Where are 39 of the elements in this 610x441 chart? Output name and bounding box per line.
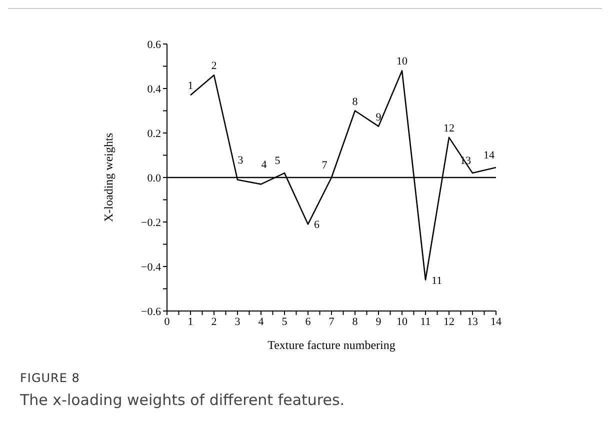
annotation: 14 [484, 149, 495, 162]
annotation: 4 [261, 159, 268, 172]
x-tick-label: 7 [328, 316, 335, 328]
annotation: 9 [376, 111, 382, 124]
text: The x-loading weights of different features. [20, 391, 346, 409]
y-tick-label: −0.2 [141, 216, 161, 229]
x-tick-label: 13 [467, 316, 478, 328]
y-tick-label: 0.0 [147, 172, 162, 184]
x-axis-title: Texture facture numbering [268, 338, 396, 352]
x-tick-label: 3 [234, 316, 241, 328]
annotation: 6 [314, 219, 320, 232]
x-tick-label: 2 [211, 316, 217, 328]
annotation: 1 [188, 80, 194, 92]
annotation: 2 [211, 60, 217, 72]
annotation: 7 [322, 160, 328, 172]
annotation: 12 [444, 122, 454, 134]
annotation: 11 [432, 274, 442, 287]
annotation: 3 [238, 154, 244, 167]
y-tick-label: 0.6 [147, 38, 162, 51]
y-tick-label: 0.4 [147, 83, 162, 96]
annotation: 10 [396, 56, 408, 68]
x-tick-label: 1 [188, 316, 194, 328]
y-tick-label: −0.6 [141, 306, 162, 318]
x-tick-label: 4 [258, 316, 264, 328]
x-tick-label: 10 [396, 316, 408, 328]
x-tick-label: 5 [282, 316, 288, 328]
x-tick-label: 8 [352, 316, 358, 328]
x-tick-label: 0 [164, 316, 170, 328]
annotation: 8 [352, 96, 358, 108]
x-tick-label: 9 [376, 316, 382, 328]
y-tick-label: −0.4 [141, 261, 162, 274]
y-axis-title: X-loading weights [101, 132, 116, 222]
y-tick-label: 0.2 [147, 128, 161, 140]
annotation: 5 [274, 155, 281, 168]
x-tick-label: 11 [420, 316, 431, 328]
text: FIGURE 8 [20, 371, 81, 385]
x-tick-label: 6 [305, 316, 312, 328]
x-tick-label: 14 [490, 316, 502, 328]
x-tick-label: 12 [444, 316, 454, 328]
